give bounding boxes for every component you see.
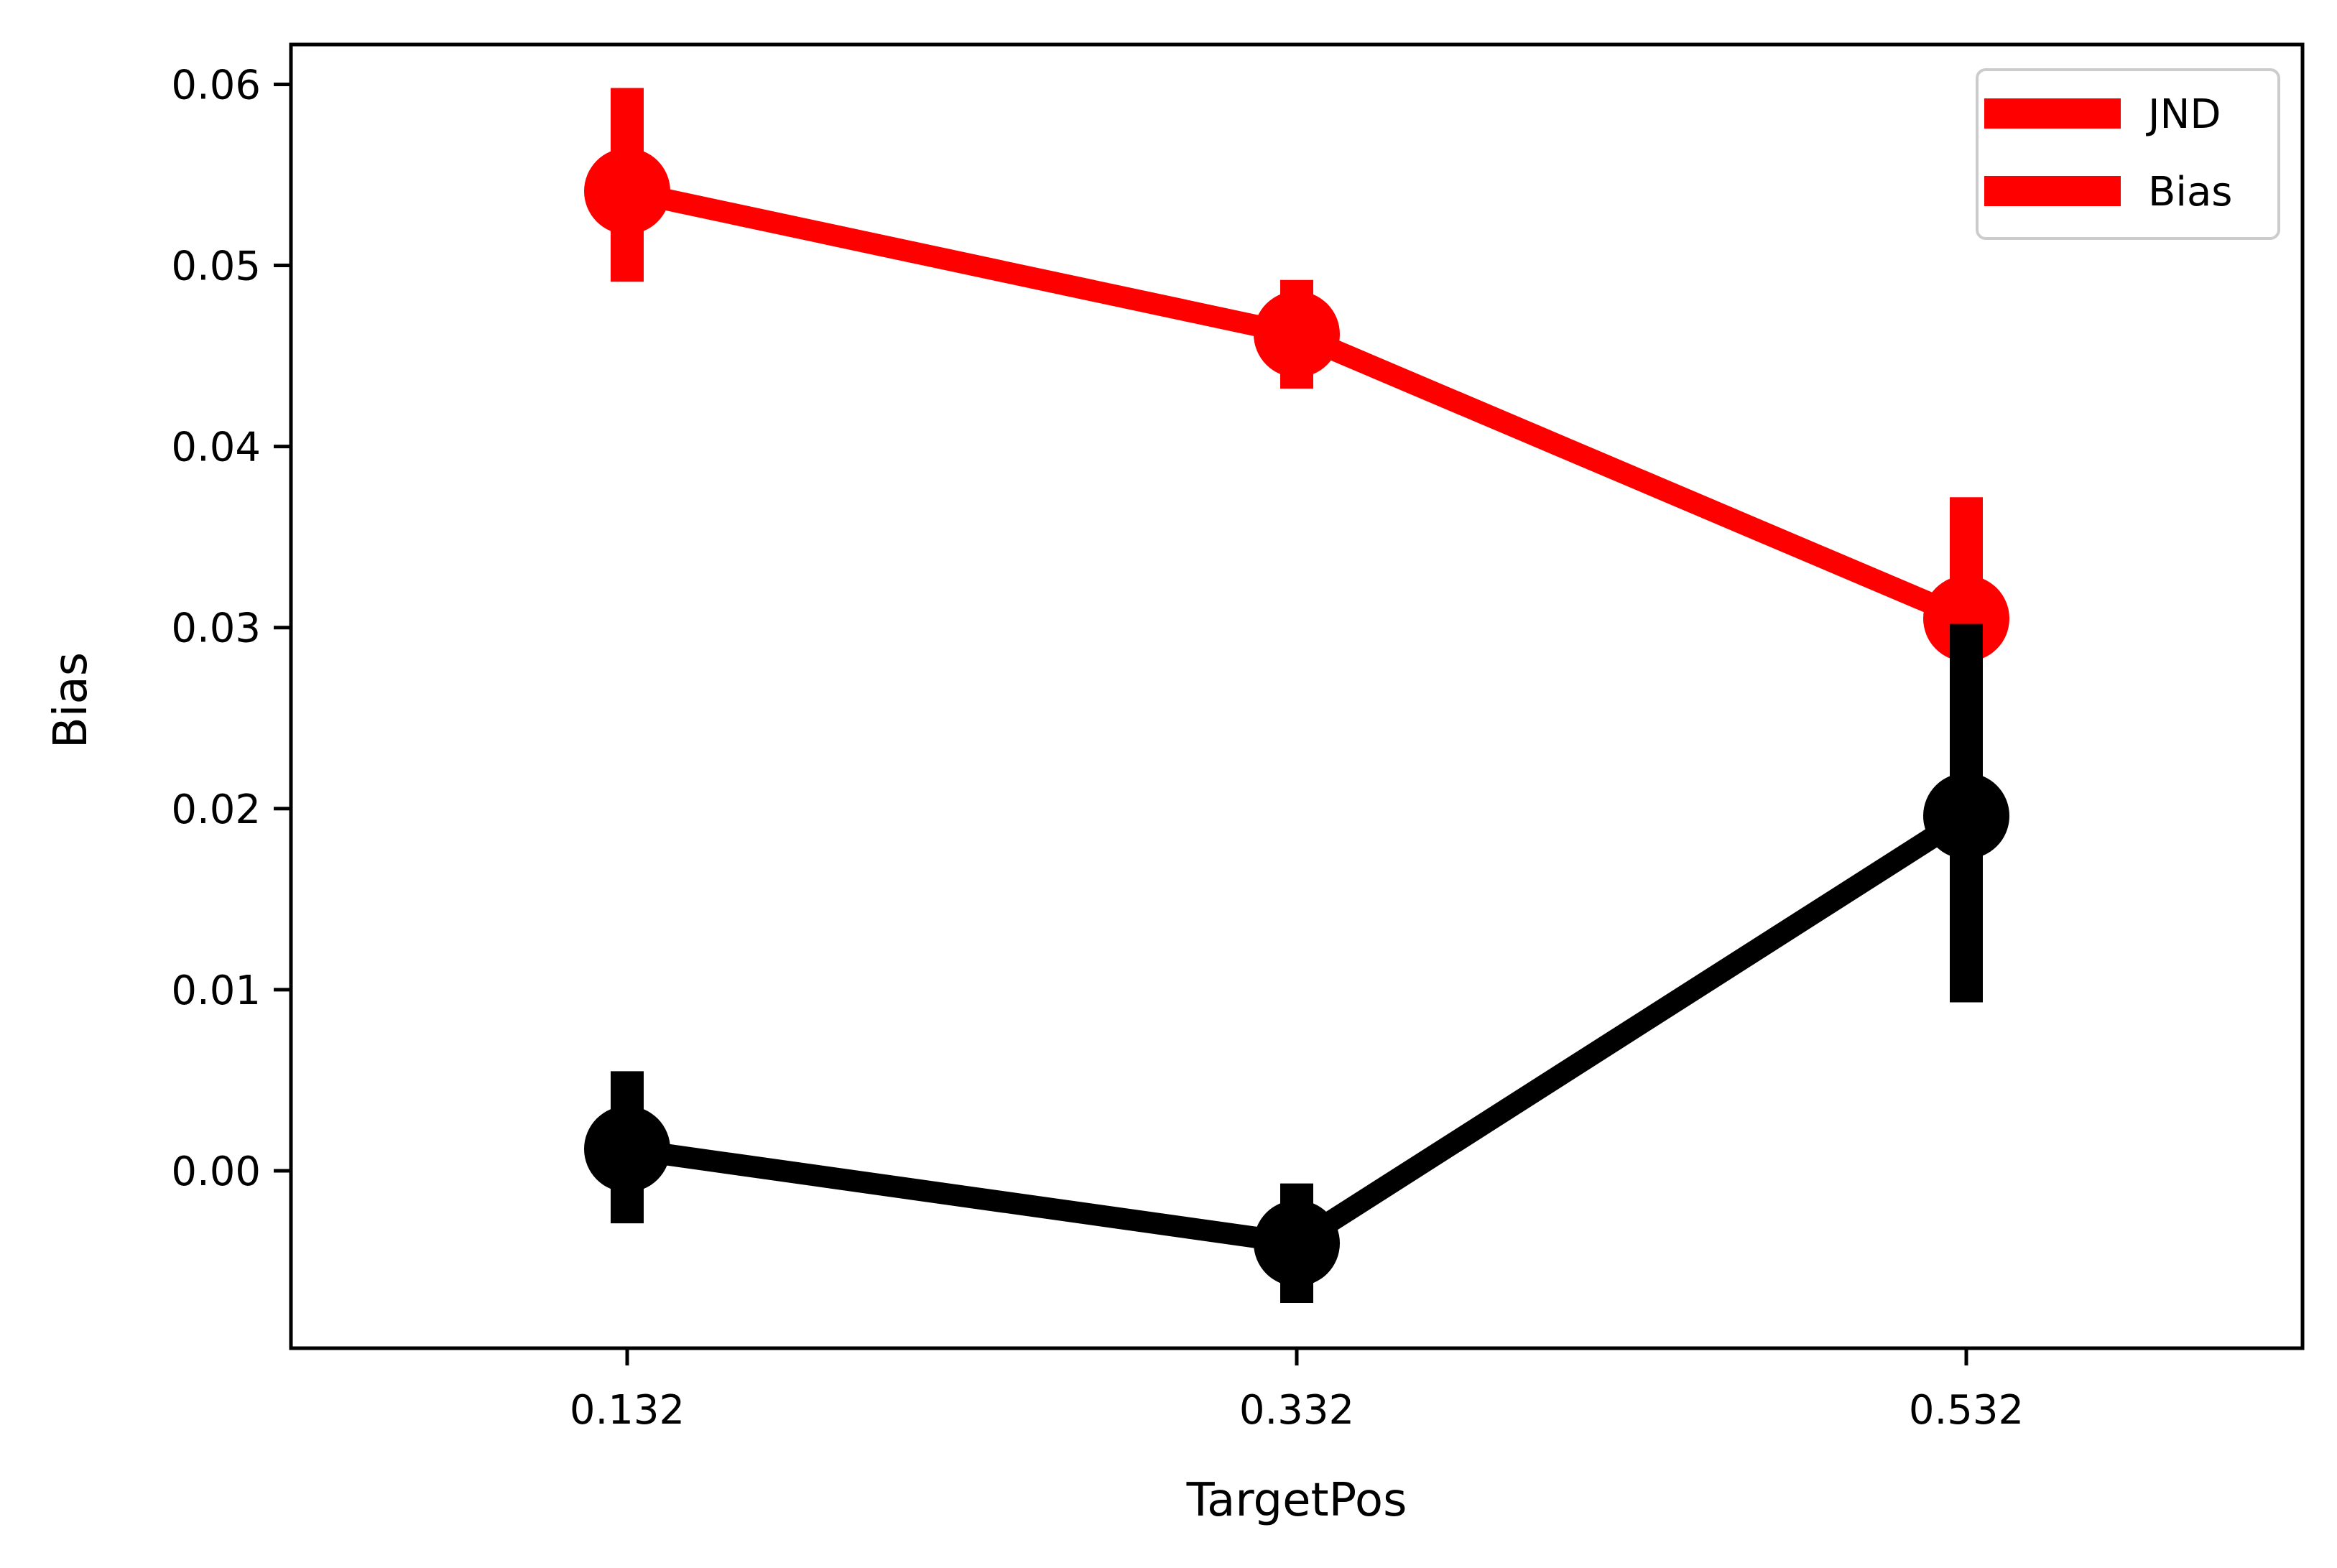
legend-label: JND <box>2146 91 2221 138</box>
y-tick-label: 0.02 <box>171 787 261 833</box>
y-tick-label: 0.06 <box>171 62 261 108</box>
x-tick-label: 0.532 <box>1909 1387 2024 1434</box>
x-tick-label: 0.332 <box>1239 1387 1354 1434</box>
y-tick-label: 0.01 <box>171 968 261 1014</box>
y-tick-label: 0.04 <box>171 425 261 471</box>
data-point <box>584 148 670 235</box>
y-axis-label: Bias <box>45 652 98 748</box>
data-point <box>1923 772 2009 859</box>
y-tick-label: 0.05 <box>171 243 261 290</box>
y-tick-label: 0.03 <box>171 606 261 652</box>
legend: JND Bias <box>1976 68 2280 240</box>
data-point <box>1254 1200 1340 1286</box>
series-layer <box>584 88 2009 1303</box>
data-point <box>584 1105 670 1192</box>
data-point <box>1923 575 2009 662</box>
x-axis: 0.132 0.332 0.532 <box>570 1348 2024 1434</box>
legend-box <box>1976 68 2280 240</box>
x-axis-label: TargetPos <box>1186 1474 1407 1527</box>
legend-label: Bias <box>2148 169 2232 215</box>
y-axis: 0.00 0.01 0.02 0.03 0.04 0.05 0.06 <box>171 62 291 1195</box>
data-point <box>1254 291 1340 378</box>
x-tick-label: 0.132 <box>570 1387 685 1434</box>
y-tick-label: 0.00 <box>171 1149 261 1195</box>
series-2 <box>584 623 2009 1303</box>
